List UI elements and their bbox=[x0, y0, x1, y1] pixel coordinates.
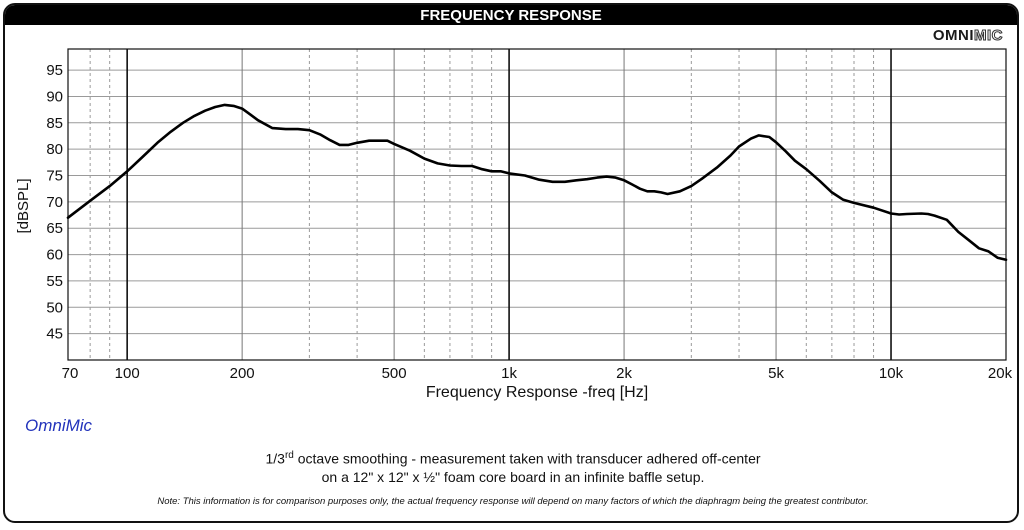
y-tick-label: 55 bbox=[46, 273, 63, 290]
frequency-response-chart: 45 50 55 60 65 70 75 80 85 90 95 70 100 200 500 1k 2k 5k… bbox=[15, 48, 1013, 401]
x-axis-label: Frequency Response -freq [Hz] bbox=[426, 384, 648, 401]
y-tick-label: 90 bbox=[46, 88, 63, 105]
x-tick-label: 500 bbox=[382, 365, 407, 382]
y-tick-label: 50 bbox=[46, 299, 63, 316]
x-tick-label: 10k bbox=[879, 365, 904, 382]
response-curve bbox=[66, 103, 1008, 262]
x-tick-label: 1k bbox=[501, 365, 517, 382]
disclaimer-note: Note: This information is for comparison… bbox=[157, 496, 869, 507]
chart-frame: FREQUENCY RESPONSE OMNIMIC 45 50 55 60 65 70 7… bbox=[3, 3, 1019, 523]
y-tick-label: 95 bbox=[46, 62, 63, 79]
x-tick-label: 100 bbox=[115, 365, 140, 382]
x-tick-label: 200 bbox=[230, 365, 255, 382]
y-tick-label: 70 bbox=[46, 194, 63, 211]
omnimic-footer-label: OmniMic bbox=[25, 416, 93, 435]
y-tick-labels: 45 50 55 60 65 70 75 80 85 90 95 bbox=[46, 62, 63, 343]
chart-title: FREQUENCY RESPONSE bbox=[5, 5, 1017, 25]
logo-part-mic: MIC bbox=[974, 27, 1004, 45]
plot-area-border bbox=[67, 48, 1007, 361]
x-tick-label: 20k bbox=[988, 365, 1013, 382]
plot-border bbox=[67, 48, 1007, 361]
y-tick-label: 45 bbox=[46, 326, 63, 343]
x-tick-label: 5k bbox=[768, 365, 784, 382]
x-tick-label: 70 bbox=[62, 365, 79, 382]
caption-line2: on a 12" x 12" x ½" foam core board in a… bbox=[321, 468, 705, 485]
caption: 1/3rd octave smoothing - measurement tak… bbox=[5, 447, 1017, 486]
y-axis-label: [dBSPL] bbox=[15, 178, 32, 233]
logo-part-omni: OMNI bbox=[932, 27, 974, 44]
series bbox=[66, 103, 1008, 262]
x-tick-labels: 70 100 200 500 1k 2k 5k 10k 20k bbox=[62, 365, 1013, 382]
y-tick-label: 85 bbox=[46, 115, 63, 132]
omnimic-logo: OMNIMIC bbox=[932, 27, 1004, 45]
caption-sup: rd bbox=[284, 450, 294, 461]
caption-line1: octave smoothing - measurement taken wit… bbox=[293, 450, 761, 467]
y-tick-label: 75 bbox=[46, 168, 63, 185]
x-tick-label: 2k bbox=[616, 365, 632, 382]
y-tick-label: 65 bbox=[46, 220, 63, 237]
y-tick-label: 60 bbox=[46, 247, 63, 264]
caption-pre: 1/3 bbox=[265, 450, 285, 467]
y-tick-label: 80 bbox=[46, 141, 63, 158]
